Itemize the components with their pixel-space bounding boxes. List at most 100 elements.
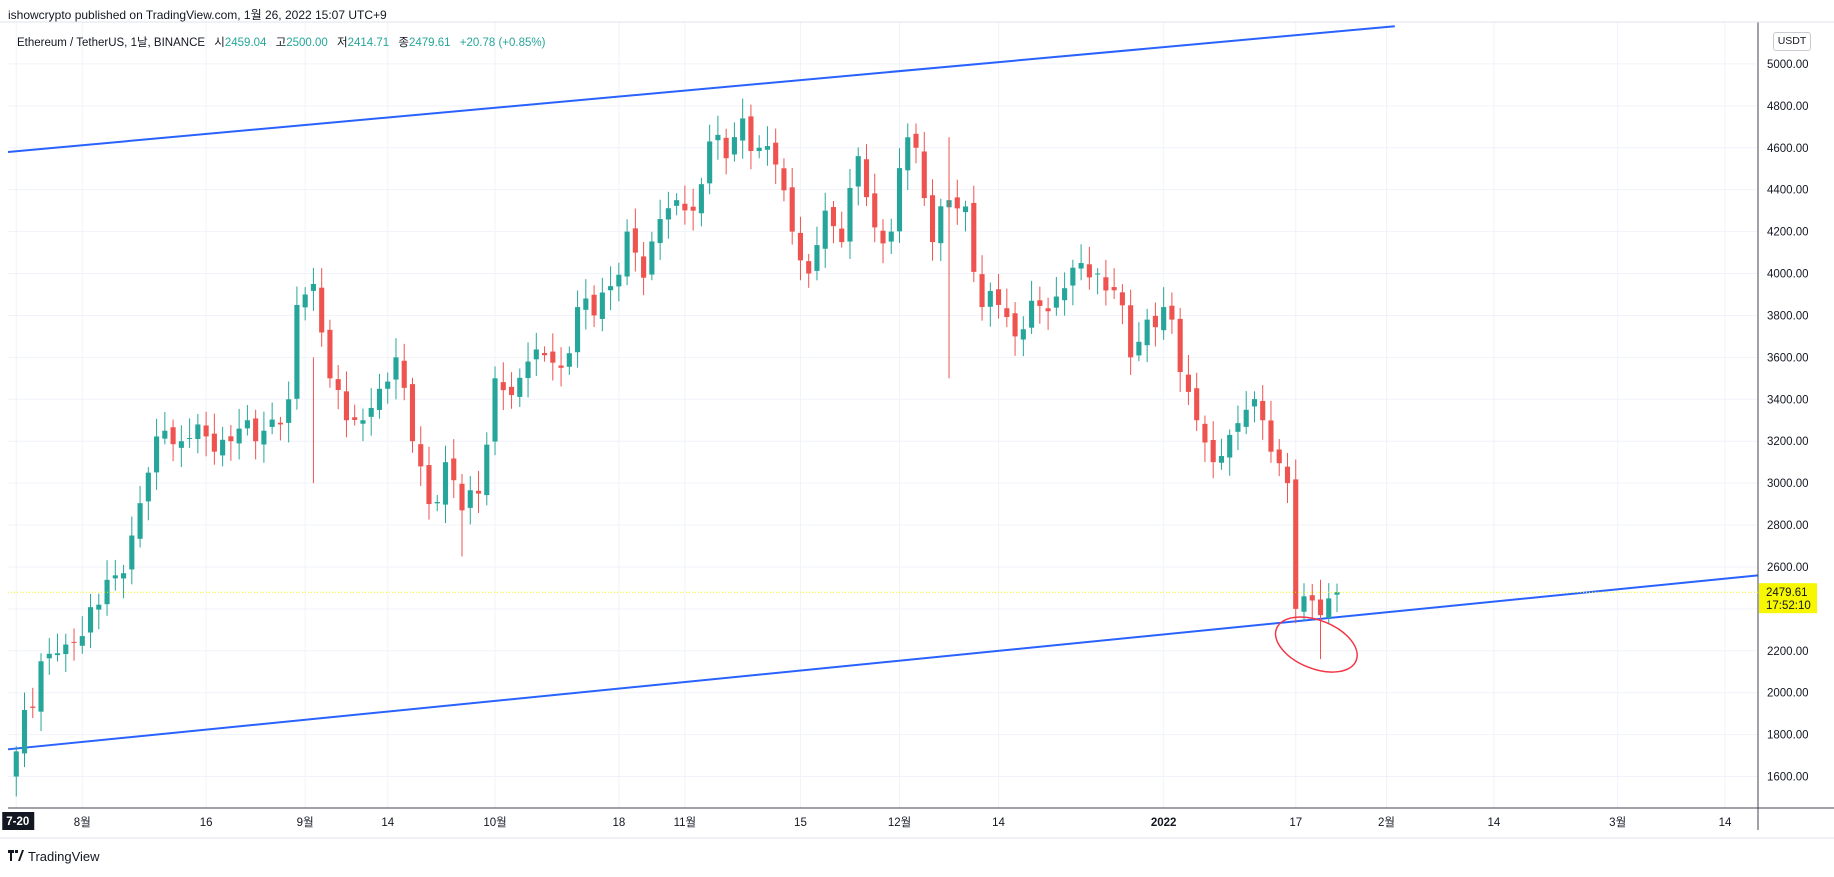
unit-badge[interactable]: USDT [1773,32,1811,51]
candle [1136,322,1142,362]
candle-body [665,208,671,220]
candle [1309,583,1315,620]
candle-body [1227,434,1233,458]
candle-body [962,206,969,213]
candle [1078,244,1084,281]
candle [1004,288,1010,328]
candle [690,188,696,231]
candle [352,404,358,426]
candle [649,231,655,281]
candle [707,124,713,195]
candle [1062,272,1068,316]
y-tick-label: 3400.00 [1767,394,1809,406]
candle [294,286,300,410]
candle-body [1012,313,1018,337]
candle [1185,354,1191,406]
legend-high-label: 고 [275,37,287,49]
candle-body [286,399,292,423]
candle [533,332,539,376]
x-tick-label: 9월 [297,816,314,829]
annotation-ellipse [1274,616,1358,673]
candle [575,290,581,368]
candle-body [46,653,52,659]
candle [426,446,432,520]
candle-body [368,407,374,417]
candle [1070,259,1076,306]
countdown-label: 17:52:10 [1766,600,1811,612]
candle-body [1284,466,1291,484]
candle [401,343,407,401]
candle [599,277,605,332]
active-date-badge [2,812,35,830]
candle-body [1037,300,1043,306]
candle [797,216,804,281]
candle-body [145,472,151,502]
x-tick-label: 3월 [1609,816,1626,829]
candle-body [253,418,259,442]
candle [822,192,828,268]
candle-body [657,219,663,244]
candle-body [863,159,870,198]
candle-body [789,187,795,232]
candle-body [418,444,424,467]
candle-body [393,357,399,380]
candle-body [1334,592,1340,595]
candle [872,173,878,243]
candle-body [1045,308,1051,312]
y-tick-label: 2200.00 [1767,646,1809,658]
candle [731,122,737,162]
candle [954,179,960,225]
x-tick-label: 10월 [483,816,506,829]
candle [880,219,886,264]
candle [203,411,209,457]
candle [1260,385,1266,440]
candle-body [608,286,614,291]
candle [1326,583,1332,624]
candle [863,144,870,206]
candle [343,371,350,438]
candle-body [764,146,770,150]
candle [929,179,936,261]
candle [1103,259,1109,306]
candle [484,432,490,506]
y-tick-label: 1600.00 [1767,772,1809,784]
candle-body [1185,374,1191,392]
candle [756,135,762,159]
y-tick-label: 4400.00 [1767,185,1809,197]
candle [641,241,647,296]
candle-body [880,230,886,244]
candle-body [996,289,1002,305]
candle-body [1152,315,1158,328]
candle [541,346,548,362]
y-tick-label: 3000.00 [1767,478,1809,490]
candle [319,268,325,347]
candle [1284,452,1291,504]
candle-body [632,228,638,253]
candle [253,409,259,460]
candle-body [220,439,226,456]
candle [286,381,292,443]
candle [335,365,341,410]
candle [1086,246,1092,290]
candle-body [1053,296,1059,308]
candle-body [30,706,36,708]
candle-body [1235,423,1241,432]
legend-open: 2459.04 [224,37,267,49]
candle [310,267,316,311]
candle-body [533,349,539,360]
candle [162,412,168,445]
candle-body [1078,263,1084,269]
candle-body [1070,267,1076,286]
candle-body [492,378,498,442]
candle-body [244,420,250,429]
candle-body [583,298,589,310]
candle [393,338,399,400]
candle-body [442,462,449,505]
candle-body [1268,420,1274,452]
candle [1037,286,1043,324]
candle-body [310,284,316,291]
candle-body [723,137,729,159]
candle-body [302,294,308,308]
